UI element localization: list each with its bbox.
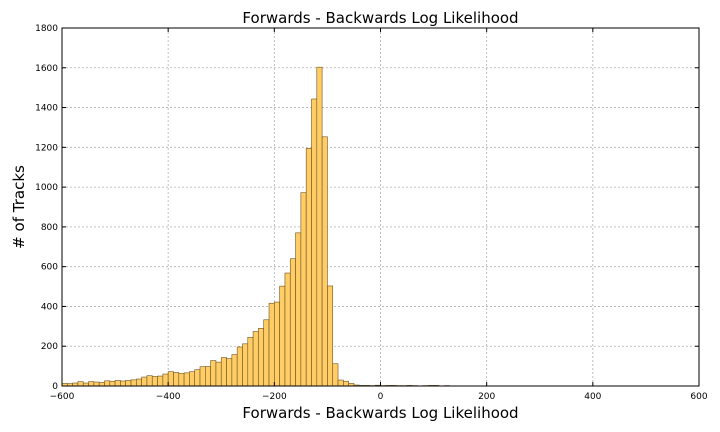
histogram-bar [130,379,137,387]
x-axis-label: Forwards - Backwards Log Likelihood [242,404,518,422]
histogram-bar [268,302,275,387]
histogram-bar [289,258,296,387]
histogram-bar [231,354,238,387]
histogram-bar [104,380,111,387]
histogram-bar [252,331,259,387]
histogram-bar [295,232,302,387]
x-tick-label: −400 [156,392,181,402]
histogram-bar [215,361,222,387]
histogram-bar [321,136,328,387]
histogram-bar [311,98,318,387]
y-tick-label: 400 [41,302,58,312]
histogram-bar [120,380,127,387]
histogram-bar [305,148,312,387]
histogram-bar [284,272,291,387]
y-tick-label: 1800 [35,24,58,34]
x-tick-label: −200 [262,392,287,402]
histogram-bar [125,380,132,387]
y-tick-label: 1000 [35,183,58,193]
y-tick-label: 1400 [35,104,58,114]
x-tick-label: 200 [478,392,495,402]
histogram-bar [327,285,334,387]
x-tick-label: 400 [584,392,601,402]
histogram-bar [332,363,339,387]
histogram-bar [247,336,254,387]
histogram-bar [337,379,344,387]
histogram-bar [220,357,227,387]
histogram-bar [189,371,196,387]
histogram-bar [98,382,105,387]
y-axis-label: # of Tracks [10,165,28,249]
histogram-bar [274,301,280,387]
y-tick-label: 1200 [35,143,58,153]
histogram-bar [178,373,185,387]
histogram-bar [93,381,100,387]
y-tick-label: 200 [41,342,58,352]
histogram-bar [242,343,249,387]
histogram-bar [109,380,116,387]
x-tick-label: −600 [50,392,75,402]
histogram-bar [162,373,169,387]
histogram-bar [114,380,121,387]
histogram-bar [226,358,233,387]
histogram-bar [210,360,217,387]
chart-title: Forwards - Backwards Log Likelihood [242,9,518,27]
axis-ticks: −600 −400 −200 0 200 400 600 0 200 400 600 800 1000 1… [35,24,708,402]
histogram-bar [88,381,95,387]
histogram-bar [343,380,349,387]
histogram-bar [258,328,265,387]
grid-lines [62,28,699,386]
histogram-bar [167,371,174,387]
y-tick-label: 0 [52,382,58,392]
histogram-bar [316,66,323,387]
histogram-bar [151,376,158,387]
histogram-bar [157,375,164,387]
histogram-bar [300,192,307,387]
histogram-bar [199,366,206,387]
histogram-bar [205,366,211,387]
histogram-bar [136,378,142,387]
y-tick-label: 800 [41,223,58,233]
y-tick-label: 600 [41,263,58,273]
histogram-bar [194,369,201,387]
histogram-bar [183,372,190,387]
histogram-bars [61,66,466,387]
y-tick-label: 1600 [35,64,58,74]
histogram-bar [141,376,148,387]
histogram-bar [77,381,84,387]
x-tick-label: 600 [690,392,707,402]
histogram-bar [263,319,270,387]
histogram-bar [146,375,153,387]
x-tick-label: 0 [378,392,384,402]
histogram-bar [173,372,180,387]
histogram-bar [279,285,286,387]
histogram-bar [236,346,243,387]
